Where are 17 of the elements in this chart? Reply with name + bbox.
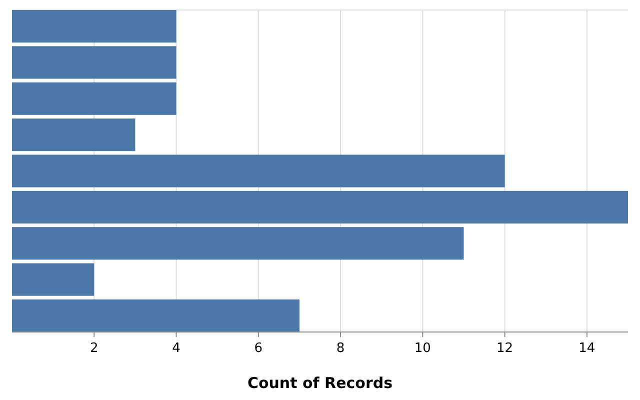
bar	[12, 299, 300, 332]
bar	[12, 154, 505, 188]
bar	[12, 10, 176, 43]
x-tick-label: 12	[496, 341, 514, 356]
bar	[12, 227, 464, 260]
bar	[12, 263, 94, 296]
bar	[12, 82, 176, 115]
bar	[12, 46, 176, 79]
bar	[12, 190, 628, 224]
x-tick-label: 6	[254, 341, 263, 356]
x-axis-title: Count of Records	[247, 374, 393, 392]
x-tick-label: 10	[414, 341, 431, 356]
x-tick-label: 4	[172, 341, 180, 356]
x-tick-label: 2	[90, 341, 98, 356]
bar	[12, 118, 136, 152]
x-tick-label: 8	[336, 341, 345, 356]
x-tick-label: 14	[578, 341, 596, 356]
